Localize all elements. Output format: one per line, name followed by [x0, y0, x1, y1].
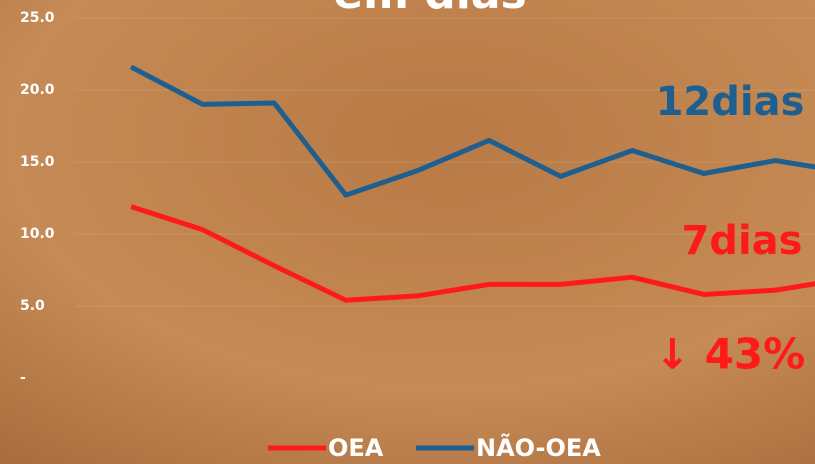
chart: em dias - 5.0 10.0 15.0 20.0 25.0 12dias 7dias ↓… [0, 0, 815, 464]
page: em dias - 5.0 10.0 15.0 20.0 25.0 12dias 7dias ↓… [0, 0, 815, 464]
annotation: 7dias [682, 218, 803, 264]
legend-label: OEA [328, 434, 384, 462]
y-tick-label: 25.0 [20, 10, 55, 26]
y-tick-label: 15.0 [20, 154, 55, 170]
y-tick-label: 5.0 [20, 298, 45, 314]
y-tick-label: - [20, 370, 26, 386]
annotation: ↓ 43% [655, 330, 805, 379]
legend-label: NÃO-OEA [476, 433, 601, 462]
chart-title: em dias [333, 0, 526, 19]
y-tick-label: 20.0 [20, 82, 55, 98]
annotation: 12dias [656, 79, 805, 125]
y-tick-label: 10.0 [20, 226, 55, 242]
